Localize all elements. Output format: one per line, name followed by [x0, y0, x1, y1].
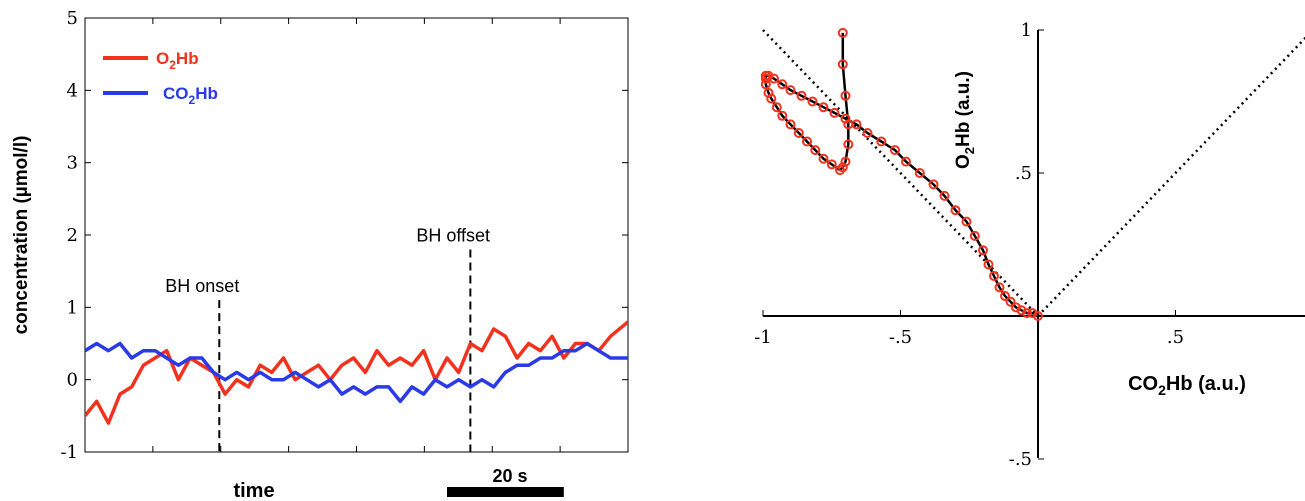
trajectory-point [939, 190, 950, 201]
trajectory-point [1033, 311, 1043, 321]
trajectory-point [837, 59, 848, 70]
trajectory-point [837, 27, 848, 38]
y-tick-label: 5 [67, 8, 78, 29]
x-tick-label: .5 [1167, 327, 1184, 348]
trajectory-point [843, 139, 854, 150]
phase-plot: -1 -.5 .5 .5 1 -.5 O2Hb (a.u.) CO2Hb (a.u.) [754, 20, 1305, 470]
scale-bar-rect [447, 487, 564, 497]
x-tick-label: -.5 [889, 327, 912, 348]
trajectory-point [1000, 291, 1010, 301]
trajectory-point [969, 230, 980, 241]
trajectory-point [818, 153, 829, 164]
trajectory-point [978, 245, 988, 256]
event-label: BH onset [165, 276, 239, 296]
trajectory-point [1005, 296, 1016, 307]
right-y-axis-label: O2Hb (a.u.) [953, 71, 977, 169]
trajectory-point [769, 73, 779, 84]
legend-label-o2hb: O2Hb [156, 49, 199, 72]
trajectory-point [793, 128, 804, 138]
series-line-co2hb [85, 341, 628, 404]
y-tick-label: 3 [67, 153, 78, 174]
trajectory-point [777, 79, 788, 90]
y-axis-label: concentration (µmol/l) [11, 136, 32, 335]
trajectory-point [989, 271, 999, 281]
reference-line [762, 29, 1039, 317]
trajectory-point [807, 96, 818, 107]
trajectory-point [810, 145, 821, 156]
legend: O2Hb CO2Hb [103, 49, 218, 107]
y-tick-label: 0 [67, 370, 78, 391]
trajectory-point [901, 156, 911, 167]
legend-label-co2hb: CO2Hb [163, 84, 218, 107]
series-line-o2hb [85, 320, 628, 425]
y-tick-label: 1 [1021, 20, 1032, 41]
x-tick-label: -1 [754, 327, 772, 348]
trajectory-point [802, 136, 812, 147]
right-x-axis-label: CO2Hb (a.u.) [1128, 373, 1246, 398]
trajectory-point [763, 87, 774, 98]
x-axis-label: time [233, 480, 274, 501]
reference-line [1037, 36, 1305, 317]
trajectory-point [983, 259, 994, 270]
bh-onset-marker: BH onset [165, 276, 239, 452]
trajectory-point [818, 102, 829, 113]
trajectory-point [785, 119, 796, 130]
trajectory-line [764, 32, 1039, 318]
y-tick-label: 2 [67, 225, 78, 246]
y-tick-label: 1 [67, 297, 78, 318]
trajectory-point [950, 205, 961, 216]
event-label: BH offset [416, 225, 490, 245]
trajectory-point [826, 159, 837, 170]
trajectory-point [961, 216, 972, 227]
trajectory-point [994, 282, 1005, 293]
y-tick-label: -.5 [1009, 449, 1032, 470]
reference-lines [762, 29, 1305, 317]
trajectory-point [777, 110, 788, 121]
y-tick-label: 4 [67, 80, 78, 101]
y-ticks: -1 0 1 2 3 4 5 [60, 8, 628, 463]
bh-offset-marker: BH offset [416, 225, 490, 452]
series-group [85, 320, 628, 425]
trajectory-point [829, 107, 840, 118]
scale-bar-label: 20 s [492, 466, 527, 486]
time-series-chart: -1 0 1 2 3 4 5 BH onset BH offset O2Hb CO2Hb c… [11, 8, 629, 501]
trajectory-point [785, 85, 796, 96]
trajectory-point [840, 90, 851, 101]
trajectory-point [1022, 308, 1032, 319]
trajectory-point [928, 179, 939, 190]
trajectory-point [890, 145, 900, 156]
scale-bar: 20 s [447, 466, 564, 497]
y-tick-label: -1 [60, 442, 78, 463]
trajectory-point [876, 136, 887, 147]
trajectory-point [840, 113, 851, 124]
trajectory-point [771, 102, 782, 113]
trajectory-group [760, 27, 1043, 321]
trajectory-point [796, 90, 807, 101]
trajectory-point [914, 168, 925, 178]
trajectory-point [835, 165, 845, 176]
trajectory-point [862, 128, 873, 138]
x-ticks [152, 18, 561, 452]
trajectory-point [851, 119, 862, 130]
y-tick-label: .5 [1015, 163, 1032, 184]
trajectory-point [837, 162, 848, 173]
axes: -1 -.5 .5 .5 1 -.5 [754, 20, 1305, 470]
